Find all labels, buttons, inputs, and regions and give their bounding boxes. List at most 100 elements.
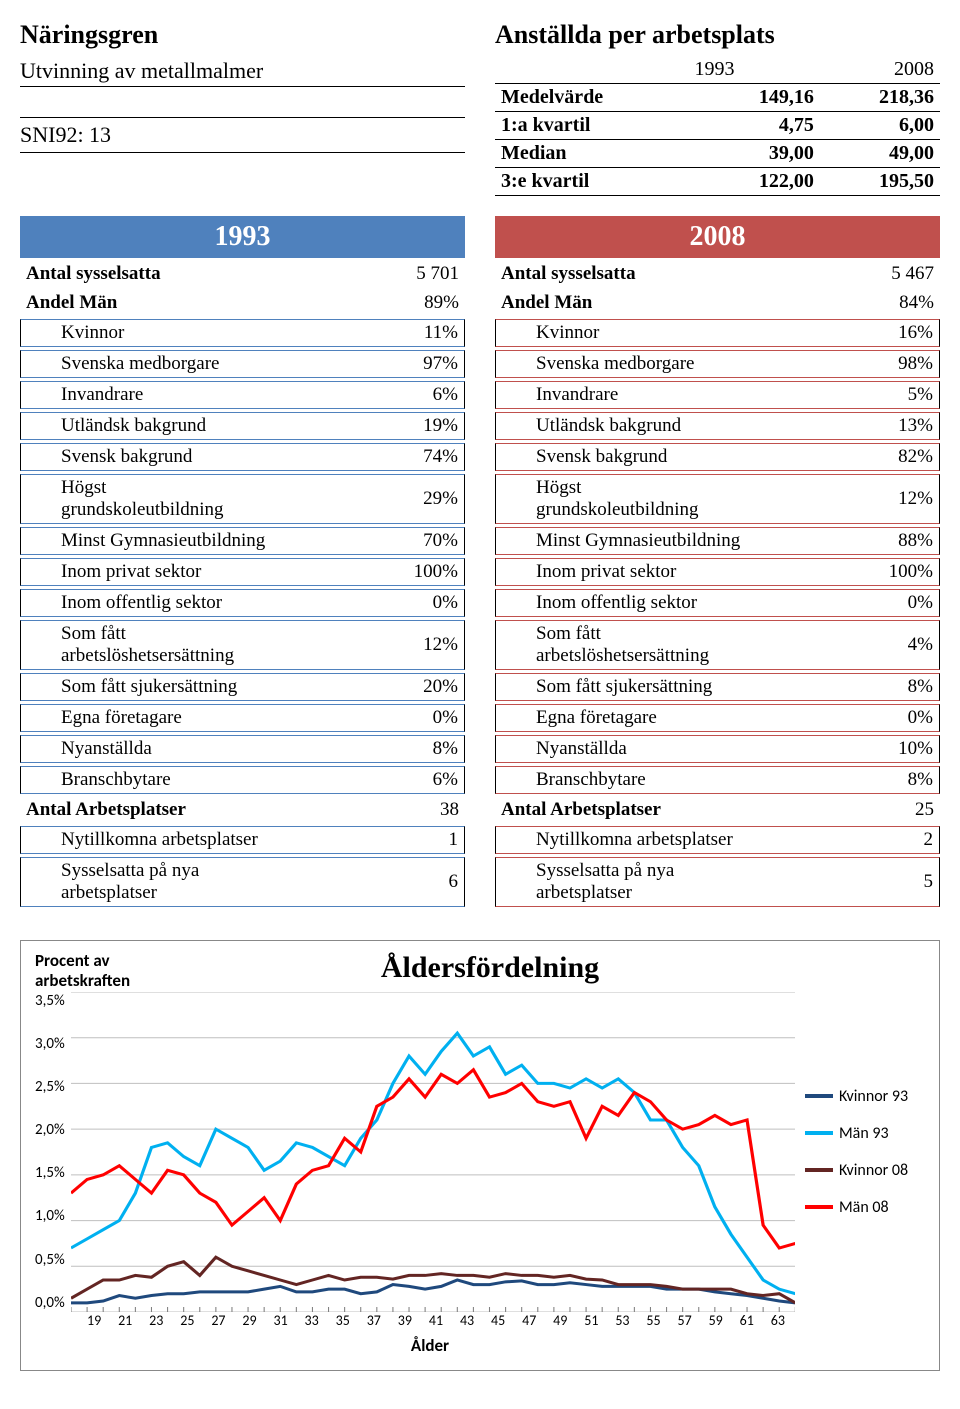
stat-label: Som fått sjukersättning xyxy=(20,673,382,701)
summary-year-2: 2008 xyxy=(741,56,941,84)
chart-xlabel: Ålder xyxy=(35,1335,925,1356)
stat-value: 89% xyxy=(382,290,465,316)
table-1993: Antal sysselsatta5 701Andel Män89%Kvinno… xyxy=(20,258,465,910)
stat-label: Antal Arbetsplatser xyxy=(495,797,857,823)
y-tick: 0,5% xyxy=(35,1251,65,1269)
summary-row-v2: 195,50 xyxy=(820,168,940,196)
legend-item: Män 93 xyxy=(805,1124,925,1143)
summary-row-label: Median xyxy=(495,140,700,168)
stat-label: Högstgrundskoleutbildning xyxy=(495,474,857,524)
x-tick: 47 xyxy=(522,1312,536,1329)
summary-row-label: Medelvärde xyxy=(495,84,700,112)
stat-value: 5 xyxy=(857,857,940,907)
series-line xyxy=(71,1069,795,1247)
legend-item: Kvinnor 08 xyxy=(805,1161,925,1180)
summary-table: 1993 2008 xyxy=(495,56,940,84)
x-tick: 51 xyxy=(584,1312,598,1329)
legend-label: Kvinnor 93 xyxy=(839,1087,908,1106)
stat-label: Egna företagare xyxy=(495,704,857,732)
stat-label: Som fåttarbetslöshetsersättning xyxy=(495,620,857,670)
stat-value: 97% xyxy=(382,350,465,378)
x-tick: 45 xyxy=(491,1312,505,1329)
summary-row-label: 1:a kvartil xyxy=(495,112,700,140)
stat-label: Utländsk bakgrund xyxy=(20,412,382,440)
stat-value: 29% xyxy=(382,474,465,524)
stat-label: Antal sysselsatta xyxy=(495,261,857,287)
stat-value: 8% xyxy=(857,766,940,794)
stat-label: Inom offentlig sektor xyxy=(495,589,857,617)
stat-value: 38 xyxy=(382,797,465,823)
series-line xyxy=(71,1280,795,1303)
summary-row-v1: 4,75 xyxy=(700,112,820,140)
chart-x-axis: 1921232527293133353739414345474951535557… xyxy=(35,1312,925,1329)
legend-label: Män 08 xyxy=(839,1198,889,1217)
data-tables: 1993 Antal sysselsatta5 701Andel Män89%K… xyxy=(20,216,940,910)
stat-label: Andel Män xyxy=(495,290,857,316)
stat-label: Sysselsatta på nyaarbetsplatser xyxy=(495,857,857,907)
stat-label: Branschbytare xyxy=(20,766,382,794)
x-tick: 61 xyxy=(740,1312,754,1329)
stat-value: 8% xyxy=(857,673,940,701)
x-tick: 53 xyxy=(615,1312,629,1329)
stat-label: Andel Män xyxy=(20,290,382,316)
stat-value: 100% xyxy=(382,558,465,586)
stat-label: Nytillkomna arbetsplatser xyxy=(20,826,382,854)
stat-label: Minst Gymnasieutbildning xyxy=(495,527,857,555)
stat-value: 70% xyxy=(382,527,465,555)
header-section: Näringsgren Utvinning av metallmalmer SN… xyxy=(20,20,940,196)
x-tick: 39 xyxy=(398,1312,412,1329)
x-tick: 63 xyxy=(771,1312,785,1329)
stat-label: Invandrare xyxy=(495,381,857,409)
stat-label: Inom privat sektor xyxy=(20,558,382,586)
x-tick: 35 xyxy=(336,1312,350,1329)
stat-value: 2 xyxy=(857,826,940,854)
stat-label: Kvinnor xyxy=(20,319,382,347)
stat-value: 0% xyxy=(382,589,465,617)
stat-value: 19% xyxy=(382,412,465,440)
stat-label: Som fått sjukersättning xyxy=(495,673,857,701)
stat-value: 0% xyxy=(382,704,465,732)
x-tick: 57 xyxy=(677,1312,691,1329)
x-tick: 55 xyxy=(646,1312,660,1329)
stat-value: 98% xyxy=(857,350,940,378)
summary-row-v1: 122,00 xyxy=(700,168,820,196)
stat-label: Minst Gymnasieutbildning xyxy=(20,527,382,555)
stat-label: Nyanställda xyxy=(495,735,857,763)
stat-value: 4% xyxy=(857,620,940,670)
stat-value: 82% xyxy=(857,443,940,471)
y-tick: 1,0% xyxy=(35,1207,65,1225)
legend-swatch xyxy=(805,1205,833,1209)
stat-value: 20% xyxy=(382,673,465,701)
stat-value: 6% xyxy=(382,766,465,794)
stat-label: Antal Arbetsplatser xyxy=(20,797,382,823)
x-tick: 25 xyxy=(180,1312,194,1329)
stat-value: 0% xyxy=(857,704,940,732)
x-tick: 37 xyxy=(367,1312,381,1329)
anstallda-label: Anställda per arbetsplats xyxy=(495,20,940,50)
y-tick: 3,5% xyxy=(35,992,65,1010)
chart-title: Åldersfördelning xyxy=(55,951,925,985)
y-tick: 3,0% xyxy=(35,1035,65,1053)
legend-label: Kvinnor 08 xyxy=(839,1161,908,1180)
legend-item: Män 08 xyxy=(805,1198,925,1217)
col-2008: 2008 Antal sysselsatta5 467Andel Män84%K… xyxy=(495,216,940,910)
stat-value: 74% xyxy=(382,443,465,471)
banner-2008: 2008 xyxy=(495,216,940,258)
summary-row-v2: 218,36 xyxy=(820,84,940,112)
summary-row-v1: 149,16 xyxy=(700,84,820,112)
legend-item: Kvinnor 93 xyxy=(805,1087,925,1106)
stat-label: Invandrare xyxy=(20,381,382,409)
series-line xyxy=(71,1257,795,1303)
legend-swatch xyxy=(805,1131,833,1135)
stat-label: Nyanställda xyxy=(20,735,382,763)
x-tick: 27 xyxy=(211,1312,225,1329)
sni-code: SNI92: 13 xyxy=(20,117,465,153)
stat-value: 1 xyxy=(382,826,465,854)
x-tick: 49 xyxy=(553,1312,567,1329)
stat-value: 84% xyxy=(857,290,940,316)
legend-label: Män 93 xyxy=(839,1124,889,1143)
summary-year-1: 1993 xyxy=(541,56,740,84)
x-tick: 41 xyxy=(429,1312,443,1329)
stat-value: 13% xyxy=(857,412,940,440)
x-tick: 23 xyxy=(149,1312,163,1329)
